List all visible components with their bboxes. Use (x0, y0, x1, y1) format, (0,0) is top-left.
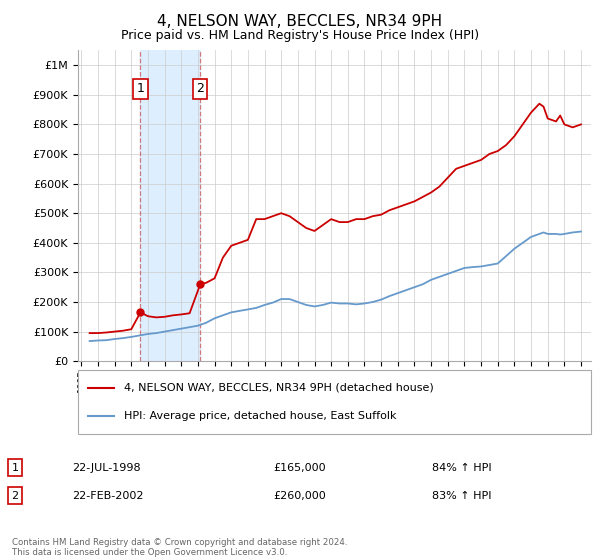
Text: £260,000: £260,000 (274, 491, 326, 501)
Bar (140, 50, 200, 361)
Text: 22-FEB-2002: 22-FEB-2002 (72, 491, 143, 501)
Text: 4, NELSON WAY, BECCLES, NR34 9PH: 4, NELSON WAY, BECCLES, NR34 9PH (157, 14, 443, 29)
Text: HPI: Average price, detached house, East Suffolk: HPI: Average price, detached house, East… (124, 411, 397, 421)
Text: 4, NELSON WAY, BECCLES, NR34 9PH (detached house): 4, NELSON WAY, BECCLES, NR34 9PH (detach… (124, 382, 434, 393)
Text: 84% ↑ HPI: 84% ↑ HPI (432, 463, 491, 473)
Text: 83% ↑ HPI: 83% ↑ HPI (432, 491, 491, 501)
Text: £165,000: £165,000 (274, 463, 326, 473)
Text: 2: 2 (196, 82, 204, 95)
Text: Price paid vs. HM Land Registry's House Price Index (HPI): Price paid vs. HM Land Registry's House … (121, 29, 479, 42)
Text: 2: 2 (11, 491, 19, 501)
Text: Contains HM Land Registry data © Crown copyright and database right 2024.
This d: Contains HM Land Registry data © Crown c… (12, 538, 347, 557)
FancyBboxPatch shape (78, 370, 591, 434)
Text: 1: 1 (137, 82, 145, 95)
Text: 22-JUL-1998: 22-JUL-1998 (72, 463, 140, 473)
Text: 1: 1 (11, 463, 19, 473)
